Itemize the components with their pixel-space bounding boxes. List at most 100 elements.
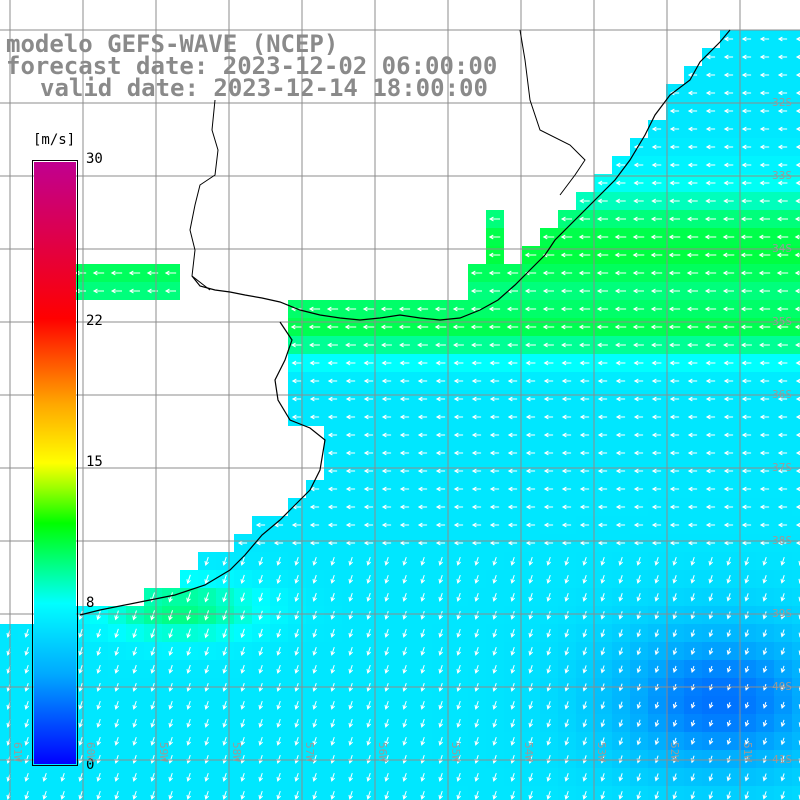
wind-arrow <box>240 574 245 585</box>
wind-arrow <box>326 306 339 312</box>
wind-arrow <box>366 790 371 800</box>
wind-arrow <box>780 791 786 800</box>
wind-arrow <box>186 574 191 585</box>
wind-arrow <box>579 522 590 528</box>
wind-arrow <box>345 432 356 438</box>
wind-arrow <box>687 126 698 132</box>
wind-arrow <box>276 646 281 656</box>
wind-arrow <box>759 414 770 420</box>
wind-arrow <box>744 773 750 782</box>
wind-arrow <box>723 90 734 96</box>
wind-arrow <box>722 216 735 222</box>
colorbar-gradient <box>34 162 76 764</box>
field-cell <box>792 786 800 800</box>
wind-arrow <box>273 540 284 546</box>
wind-arrow <box>669 198 680 204</box>
wind-arrow <box>582 773 588 782</box>
wind-arrow <box>312 574 317 584</box>
wind-arrow <box>542 306 555 312</box>
wind-arrow <box>704 306 717 312</box>
wind-arrow <box>615 360 626 366</box>
wind-arrow <box>168 592 173 603</box>
wind-arrow <box>204 556 209 566</box>
wind-arrow <box>744 629 750 638</box>
wind-arrow <box>276 718 281 728</box>
wind-arrow <box>186 610 192 621</box>
wind-arrow <box>780 647 786 656</box>
wind-arrow <box>399 378 410 384</box>
wind-arrow <box>759 378 770 384</box>
wind-arrow <box>687 522 698 528</box>
wind-arrow <box>327 522 338 528</box>
wind-arrow <box>204 574 209 585</box>
wind-arrow <box>744 647 750 656</box>
wind-arrow <box>110 288 123 294</box>
wind-arrow <box>578 252 591 258</box>
wind-arrow <box>168 700 173 710</box>
wind-arrow <box>668 252 681 258</box>
wind-arrow <box>506 324 519 330</box>
field-cell <box>666 786 684 800</box>
wind-arrow <box>528 737 534 746</box>
wind-arrow <box>705 360 716 366</box>
field-cell <box>486 786 504 800</box>
wind-arrow <box>474 610 479 620</box>
wind-arrow <box>294 718 299 728</box>
wind-arrow <box>600 611 606 620</box>
wind-arrow <box>456 664 461 674</box>
wind-arrow <box>759 108 770 114</box>
wind-arrow <box>312 700 317 710</box>
wind-arrow <box>708 773 714 782</box>
wind-arrow <box>636 629 642 638</box>
wind-arrow <box>416 306 429 312</box>
wind-arrow <box>114 736 119 746</box>
wind-arrow <box>708 611 714 620</box>
wind-arrow <box>309 396 320 402</box>
wind-arrow <box>417 360 428 366</box>
wind-arrow <box>777 378 788 384</box>
wind-arrow <box>186 772 191 782</box>
wind-arrow <box>456 772 461 782</box>
wind-arrow <box>690 773 696 782</box>
wind-arrow <box>740 270 753 276</box>
wind-arrow <box>312 736 317 746</box>
wind-arrow <box>636 575 642 584</box>
wind-arrow <box>150 664 155 674</box>
wind-arrow <box>435 360 446 366</box>
wind-arrow <box>525 360 536 366</box>
wind-arrow <box>363 414 374 420</box>
wind-arrow <box>633 540 644 546</box>
wind-arrow <box>615 486 626 492</box>
lon-label: 57W <box>303 742 316 762</box>
wind-arrow <box>705 342 716 348</box>
wind-arrow <box>777 126 788 132</box>
wind-arrow <box>290 324 303 330</box>
wind-arrow <box>795 360 800 366</box>
wind-arrow <box>705 108 716 114</box>
wind-arrow <box>672 773 678 782</box>
field-cell <box>792 588 800 606</box>
wind-arrow <box>723 486 734 492</box>
wind-arrow <box>722 306 735 312</box>
wind-arrow <box>470 324 483 330</box>
wind-arrow <box>794 234 800 240</box>
wind-arrow <box>24 700 29 710</box>
wind-arrow <box>132 610 137 621</box>
field-cell <box>180 786 198 800</box>
wind-arrow <box>507 396 518 402</box>
wind-arrow <box>705 180 716 186</box>
wind-arrow <box>777 360 788 366</box>
wind-arrow <box>524 324 537 330</box>
wind-arrow <box>222 574 227 585</box>
wind-arrow <box>651 504 662 510</box>
wind-arrow <box>240 610 245 621</box>
wind-arrow <box>543 360 554 366</box>
wind-arrow <box>542 324 555 330</box>
wind-arrow <box>294 556 299 566</box>
wind-arrow <box>596 288 609 294</box>
wind-arrow <box>150 772 155 782</box>
wind-arrow <box>561 540 572 546</box>
wind-arrow <box>348 772 353 782</box>
wind-arrow <box>672 593 678 602</box>
wind-arrow <box>435 396 446 402</box>
